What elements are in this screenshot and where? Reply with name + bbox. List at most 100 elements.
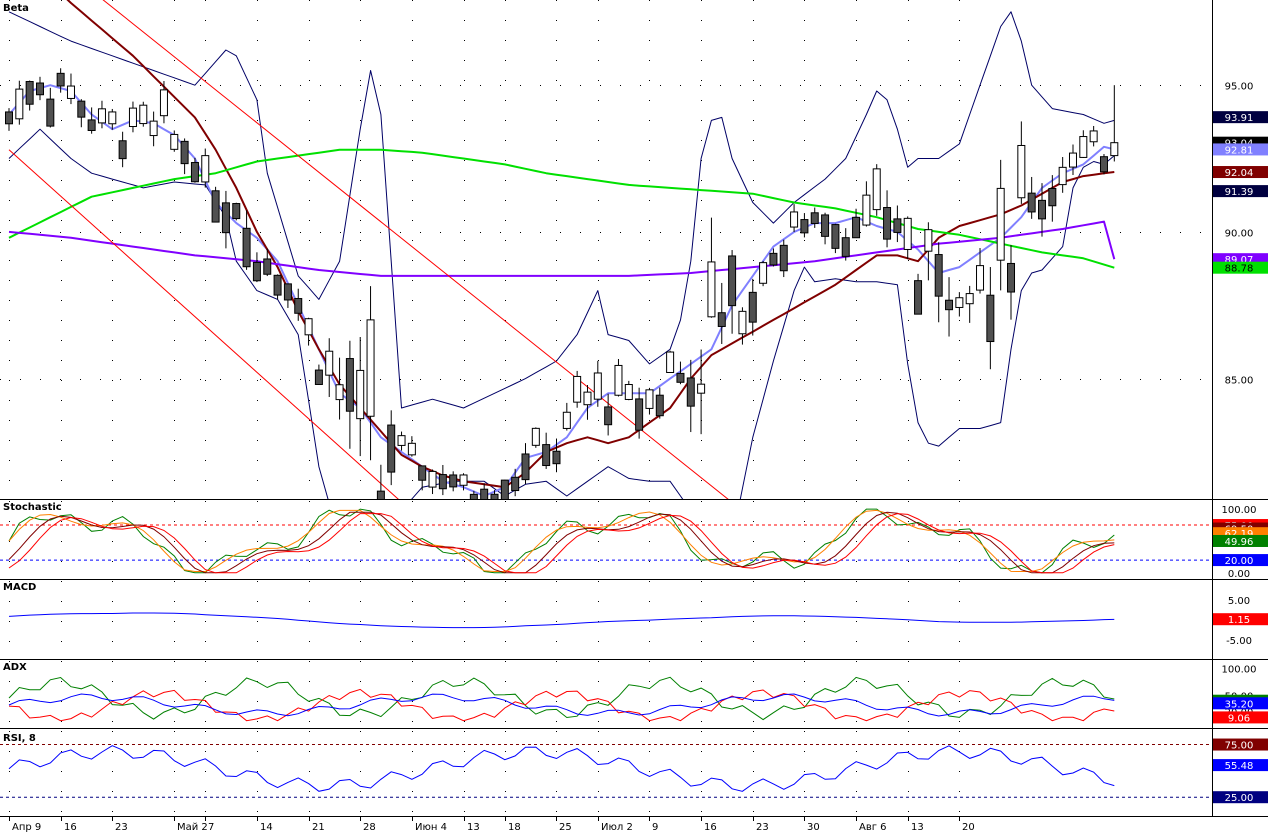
candle-body [128,107,137,128]
sma-fast-line [8,84,1115,497]
candle-body [459,474,468,486]
candle-body [852,216,861,239]
candle-body [635,398,644,431]
candle-body [593,372,602,400]
candle-body [1068,152,1077,168]
candle-body [159,89,168,117]
price-tag [1213,166,1268,179]
rsi-panel [0,731,1212,816]
candle-body [490,493,499,499]
candle-body [810,212,819,224]
candle-body [149,120,158,137]
macd-tick-label: 5.00 [1228,596,1250,607]
rsi-value-tag [1213,759,1268,772]
candle-body [562,411,571,429]
candle-body [1007,262,1016,293]
adx-group [8,676,1115,722]
candle-body [748,291,757,323]
candle-body [480,488,489,499]
price-tag [1213,111,1268,124]
candle-body [769,252,778,266]
stochastic-group [0,508,1212,574]
candle-body [542,444,551,467]
adx-line [8,693,1115,717]
x-axis-label: 21 [312,822,325,833]
candle-body [87,119,96,131]
rsi-panel-title: RSI, 8 [3,733,36,744]
candle-body [418,465,427,481]
candle-body [934,254,943,297]
candle-body [335,384,344,401]
candle-body [841,237,850,257]
candle-body [438,474,447,490]
candle-body [573,375,582,403]
rsi-value-tag [1213,791,1268,804]
candle-body [1017,144,1026,199]
candle-body [655,394,664,417]
candle-body [965,293,974,305]
stochastic-value-tag-label: 20.00 [1225,556,1254,567]
adx-panel [0,661,1212,728]
adx-tick-label: 100.00 [1222,664,1257,675]
stochastic-panel-title: Stochastic [3,502,62,513]
candle-body [273,274,282,296]
candle-body [1099,156,1108,173]
candle-body [1048,187,1057,207]
macd-value-tag [1213,613,1268,626]
candle-body [1058,166,1067,186]
candle-body [345,358,354,412]
candle-body [821,214,830,237]
x-axis-label: 7 [208,822,214,833]
candle-body [645,389,654,409]
candle-body [97,108,106,124]
x-axis-label: Авг 6 [859,822,887,833]
candle-body [697,383,706,394]
candle-body [1038,199,1046,220]
stochastic-d-line [8,509,1115,572]
candle-body [583,391,592,406]
x-axis-label: Июн 4 [415,822,447,833]
x-axis-label: 23 [115,822,128,833]
x-axis-label: 16 [704,822,717,833]
candle-body [1110,142,1119,157]
rsi-value-tag-label: 75.00 [1225,741,1254,752]
x-axis-label: Июл 2 [601,822,633,833]
candle-body [738,310,747,335]
x-axis-label: Май 2 [177,822,208,833]
stochastic-k-line [8,508,1115,574]
price-tick-label: 90.00 [1225,229,1254,240]
candle-body [469,493,478,499]
candle-body [986,294,995,343]
stochastic-value-tag [1213,534,1268,547]
candle-body [717,312,726,327]
candle-body [118,140,127,160]
candle-body [893,218,902,233]
x-axis-label: 14 [260,822,273,833]
candle-body [428,470,437,488]
candle-body [5,111,13,125]
x-axis-label: 30 [807,822,820,833]
bollinger-lower-line [8,128,1115,499]
rsi-value-tag-label: 25.00 [1225,793,1254,804]
candle-body [397,435,406,446]
bollinger-upper-line [8,11,1115,409]
price-tick-label: 95.00 [1225,82,1254,93]
candle-body [46,98,55,127]
price-tag-label: 92.04 [1225,168,1254,179]
candle-body [356,369,365,420]
x-axis-label: 20 [962,822,975,833]
adx-value-tag [1213,697,1268,710]
rsi-line [8,745,1115,792]
candle-body [914,280,923,315]
adx-minus-di-line [8,688,1115,722]
stochastic-value-tag-label: 49.96 [1225,537,1254,548]
x-axis-label: 25 [559,822,572,833]
candle-body [139,104,148,125]
price-tick-label: 85.00 [1225,376,1254,387]
candle-body [624,384,633,400]
candle-body [552,450,561,465]
candle-body [759,262,768,284]
x-axis-label: Апр 9 [12,822,41,833]
candle-body [242,227,251,268]
macd-panel-title: MACD [3,582,36,593]
